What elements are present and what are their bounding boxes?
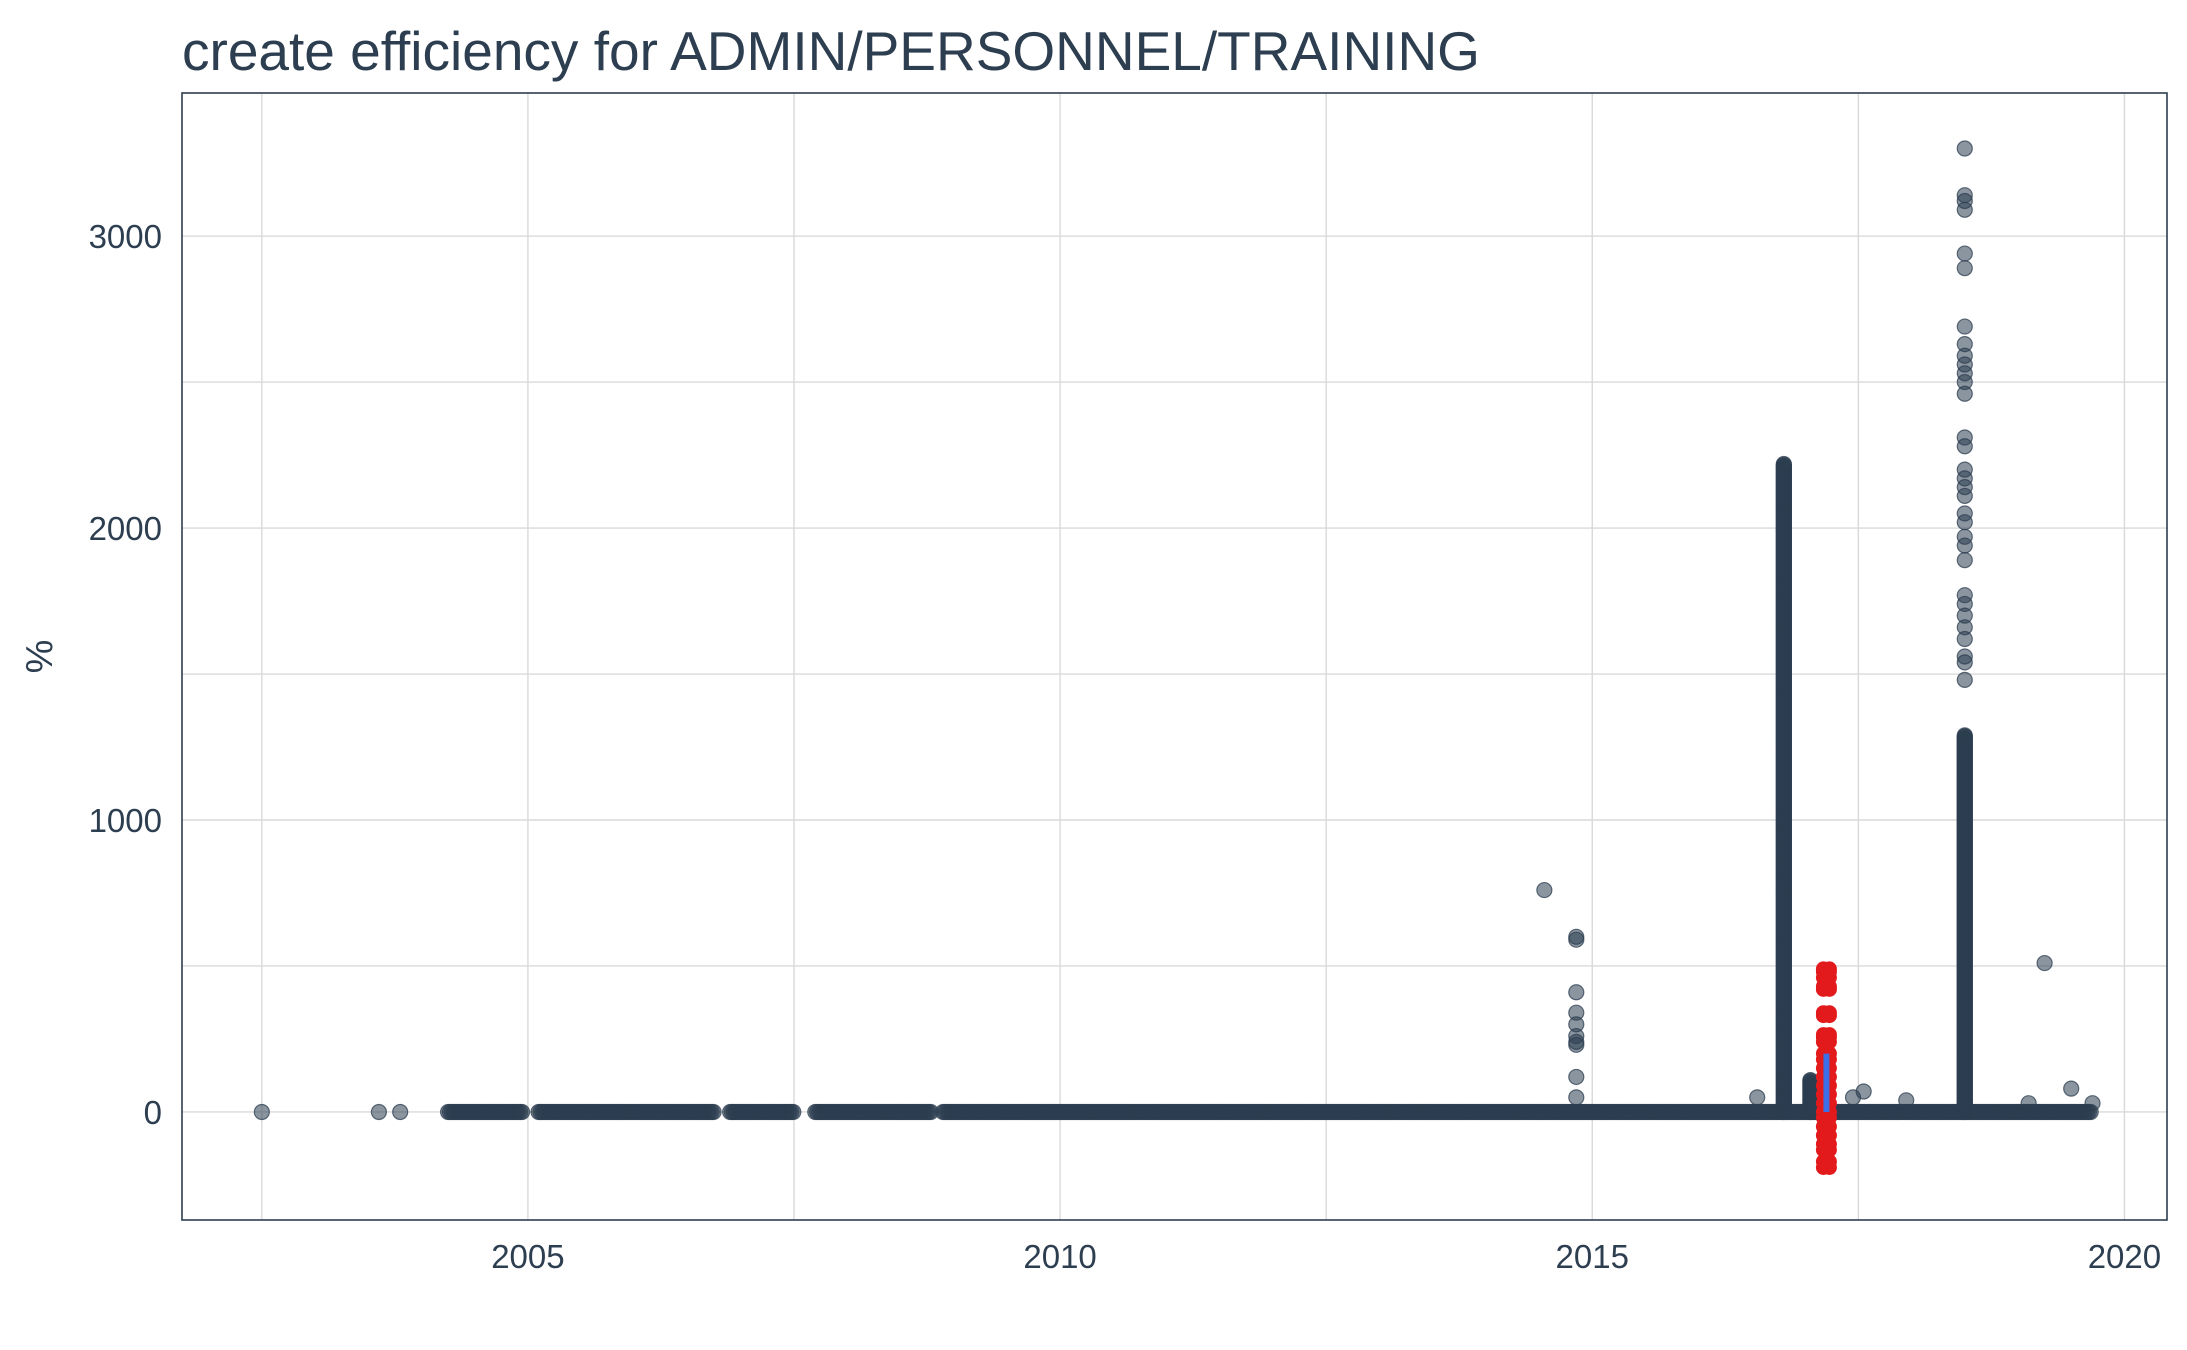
data-point [2084, 1095, 2101, 1112]
data-point [2063, 1080, 2080, 1097]
data-point [1568, 984, 1585, 1001]
data-point [1898, 1092, 1915, 1109]
data-point [1568, 931, 1585, 948]
y-axis-label: % [19, 640, 61, 674]
data-point [1956, 201, 1973, 218]
data-point [1956, 654, 1973, 671]
data-point [1956, 487, 1973, 505]
data-point [1568, 1036, 1585, 1053]
data-point [513, 1103, 531, 1121]
data-point [1956, 537, 1973, 554]
data-point [392, 1103, 409, 1121]
data-points [253, 140, 2101, 1121]
data-point [1956, 514, 1973, 531]
highlight-point [1821, 1034, 1837, 1050]
grid-lines [182, 93, 2167, 1220]
y-tick-label: 3000 [89, 218, 162, 255]
y-axis-ticks: 0 1000 2000 3000 [89, 218, 162, 1131]
highlight-points [1815, 961, 1837, 1175]
data-point [1749, 1089, 1766, 1106]
data-point [1775, 455, 1792, 473]
plot-panel-border [181, 92, 2168, 1221]
data-point [1956, 727, 1973, 744]
x-tick-label: 2010 [1023, 1238, 1096, 1275]
data-point [1956, 245, 1973, 262]
data-point [2020, 1095, 2037, 1112]
x-axis-ticks: 2005 2010 2015 2020 [491, 1238, 2161, 1275]
data-point [1956, 385, 1973, 402]
data-point [1956, 438, 1973, 455]
data-point [1855, 1083, 1872, 1100]
data-point [1956, 140, 1973, 157]
highlight-point [1821, 1142, 1837, 1158]
data-point [785, 1103, 802, 1121]
chart-title: create efficiency for ADMIN/PERSONNEL/TR… [182, 20, 1480, 82]
data-point [1956, 318, 1973, 335]
highlight-point [1821, 1159, 1837, 1175]
x-tick-label: 2015 [1556, 1238, 1629, 1275]
data-point [1956, 630, 1973, 648]
highlight-point [1821, 981, 1837, 997]
data-point [1568, 1089, 1585, 1106]
y-tick-label: 2000 [89, 510, 162, 547]
data-point [1956, 260, 1973, 277]
x-tick-label: 2005 [491, 1238, 564, 1275]
data-point [370, 1103, 388, 1121]
y-tick-label: 0 [144, 1094, 162, 1131]
data-point [1956, 552, 1973, 569]
data-point [1568, 1068, 1585, 1086]
data-point [253, 1103, 270, 1121]
data-point [1956, 671, 1973, 688]
highlight-point [1821, 1008, 1837, 1024]
data-point [1536, 881, 1553, 899]
data-point [2036, 954, 2053, 972]
data-point [705, 1103, 722, 1121]
x-tick-label: 2020 [2088, 1238, 2161, 1275]
y-tick-label: 1000 [89, 802, 162, 839]
